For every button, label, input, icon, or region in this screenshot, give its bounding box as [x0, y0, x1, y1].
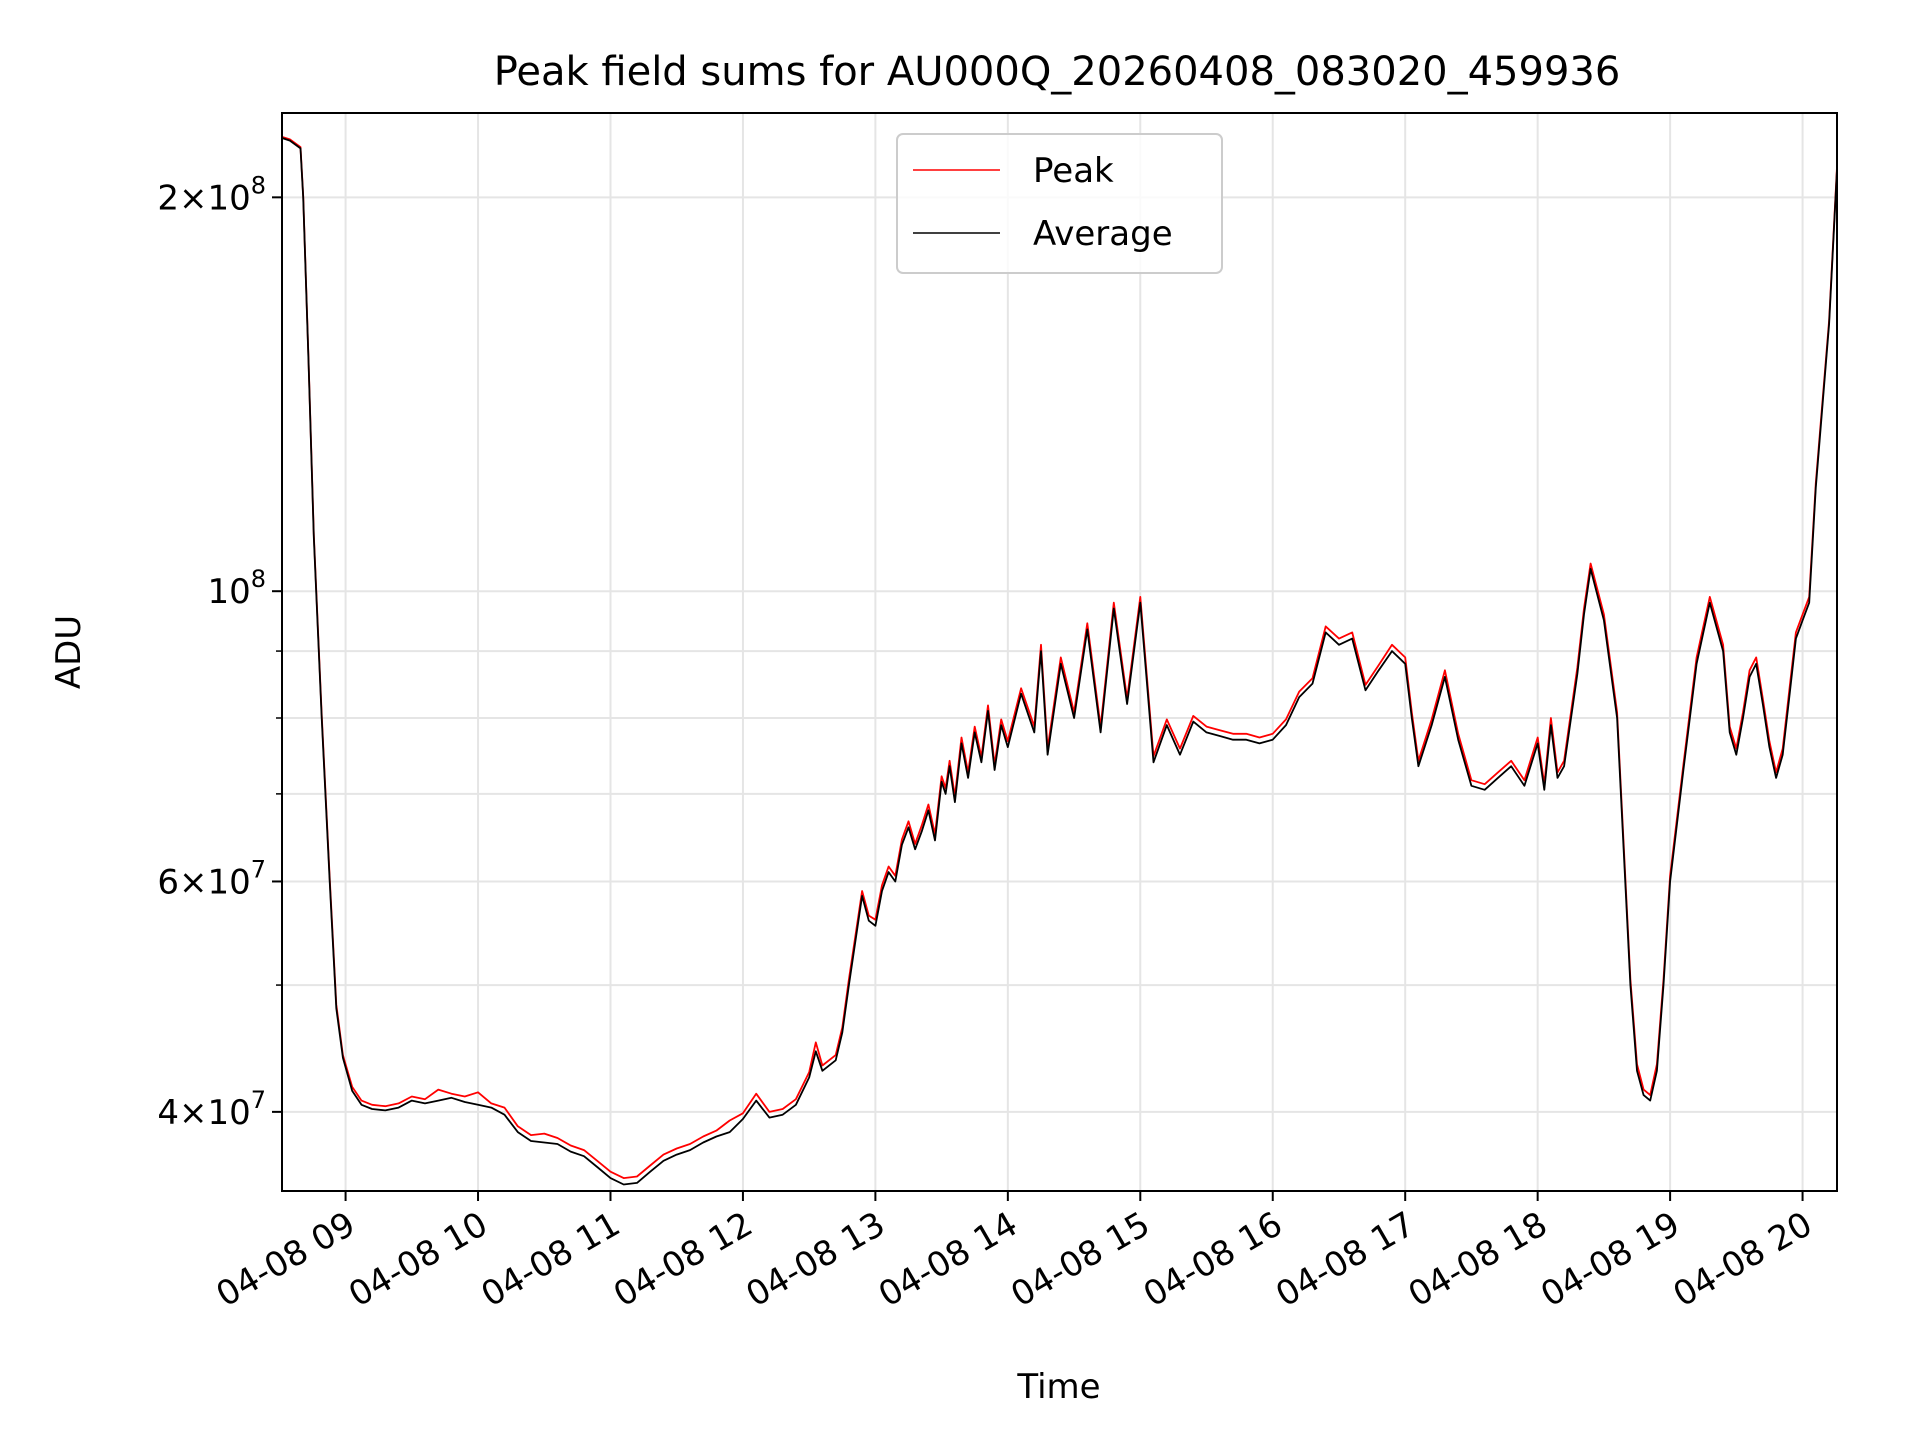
series-line-average [281, 137, 1838, 1186]
legend: Peak Average [896, 133, 1223, 274]
legend-label-average: Average [1033, 214, 1173, 254]
y-tick-base: 10 [207, 1093, 250, 1133]
y-tick-label: 4×107 [157, 1086, 266, 1133]
y-tick-exponent: 8 [251, 171, 266, 199]
plot-frame [281, 112, 1838, 1192]
chart-title: Peak field sums for AU000Q_20260408_0830… [494, 49, 1621, 95]
grid [282, 113, 1837, 1191]
y-tick-times: × [179, 1093, 208, 1133]
y-tick-times: × [179, 862, 208, 902]
y-tick-base: 10 [207, 572, 250, 612]
y-tick-exponent: 7 [251, 1086, 266, 1114]
y-tick-label: 6×107 [157, 855, 266, 902]
series-layer [281, 135, 1838, 1186]
y-tick-exponent: 8 [251, 565, 266, 593]
legend-box [896, 133, 1223, 274]
y-tick-base: 10 [207, 178, 250, 218]
y-tick-exponent: 7 [251, 855, 266, 883]
y-tick-times: × [179, 178, 208, 218]
y-tick-label: 2×108 [157, 171, 266, 218]
y-tick-base: 10 [207, 862, 250, 902]
y-axis-label: ADU [49, 615, 89, 689]
y-tick-mantissa: 2 [157, 178, 179, 218]
y-tick-mantissa: 6 [157, 862, 179, 902]
x-axis-label: Time [1016, 1367, 1100, 1407]
y-tick-mantissa: 4 [157, 1093, 179, 1133]
legend-label-peak: Peak [1033, 151, 1114, 191]
y-tick-label: 108 [207, 565, 266, 612]
